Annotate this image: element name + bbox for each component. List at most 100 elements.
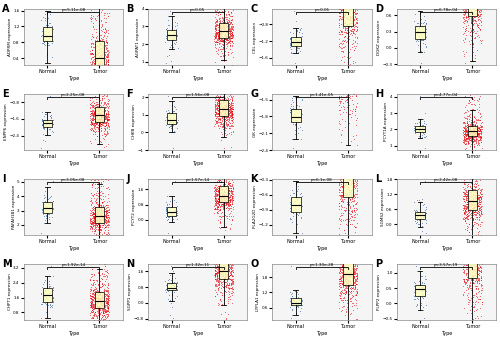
Point	[94, 71, 102, 76]
Point	[101, 208, 109, 214]
Point	[92, 108, 100, 114]
Point	[100, 15, 108, 21]
Point	[468, 176, 476, 181]
Point	[222, 131, 230, 136]
Point	[104, 109, 112, 115]
Point	[465, 221, 473, 227]
Point	[476, 201, 484, 207]
Point	[343, 157, 351, 163]
Point	[214, 115, 222, 121]
Point	[218, 200, 226, 205]
Point	[225, 273, 233, 279]
Point	[226, 38, 234, 43]
Point	[472, 298, 480, 304]
Point	[414, 31, 422, 36]
Point	[227, 276, 235, 282]
Point	[212, 115, 220, 120]
Point	[49, 299, 57, 305]
Point	[470, 267, 478, 273]
Point	[471, 192, 479, 197]
Point	[216, 101, 224, 107]
Point	[86, 223, 94, 228]
Point	[459, 195, 467, 201]
Point	[224, 12, 232, 17]
Point	[464, 204, 472, 209]
Point	[96, 64, 104, 70]
Point	[214, 205, 222, 210]
Point	[94, 54, 102, 60]
Point	[226, 1, 234, 6]
Point	[226, 112, 234, 117]
Point	[86, 304, 94, 309]
Point	[342, 238, 350, 243]
Point	[229, 0, 237, 1]
Point	[346, 167, 354, 172]
Point	[99, 196, 107, 201]
Point	[220, 24, 228, 30]
Point	[353, 62, 361, 68]
Point	[474, 130, 482, 136]
Point	[101, 44, 109, 49]
Point	[210, 26, 218, 32]
Point	[214, 196, 222, 202]
Point	[102, 295, 110, 301]
Point	[104, 192, 112, 197]
Point	[211, 39, 219, 45]
Point	[467, 256, 475, 262]
Point	[213, 104, 221, 110]
Point	[162, 60, 170, 65]
Point	[347, 281, 355, 286]
Point	[465, 283, 473, 289]
Point	[468, 24, 476, 30]
Point	[422, 20, 430, 26]
Point	[102, 292, 110, 298]
Point	[214, 111, 222, 116]
Point	[478, 128, 486, 134]
Point	[100, 208, 108, 214]
Point	[100, 80, 108, 85]
Point	[212, 270, 220, 276]
Point	[223, 109, 231, 114]
Point	[348, 4, 356, 10]
Point	[98, 121, 106, 126]
Point	[286, 215, 294, 220]
Point	[464, 201, 471, 207]
Point	[92, 124, 100, 130]
Point	[97, 296, 105, 302]
Point	[96, 125, 104, 130]
Point	[42, 212, 50, 218]
Point	[470, 267, 478, 272]
Point	[90, 163, 98, 169]
Point	[465, 135, 473, 141]
Point	[463, 135, 471, 141]
Point	[474, 208, 482, 214]
Point	[221, 104, 229, 110]
Point	[97, 170, 105, 175]
Point	[219, 107, 227, 113]
Point	[220, 275, 228, 280]
Point	[289, 115, 297, 120]
Point	[344, 107, 352, 113]
Point	[462, 120, 469, 126]
Point	[344, 154, 352, 160]
Point	[95, 126, 103, 132]
Point	[94, 304, 102, 309]
Point	[345, 49, 353, 54]
Point	[216, 275, 224, 280]
Point	[336, 15, 344, 20]
Point	[102, 218, 110, 223]
Point	[224, 297, 232, 302]
Point	[336, 200, 344, 206]
Point	[340, 227, 348, 233]
Point	[224, 108, 232, 113]
Point	[340, 268, 348, 274]
Point	[347, 48, 355, 54]
Point	[476, 126, 484, 132]
Point	[476, 25, 484, 31]
Point	[466, 250, 474, 256]
Point	[101, 82, 109, 88]
Point	[468, 135, 476, 141]
Point	[346, 44, 354, 49]
Point	[104, 221, 112, 226]
Point	[477, 208, 485, 214]
